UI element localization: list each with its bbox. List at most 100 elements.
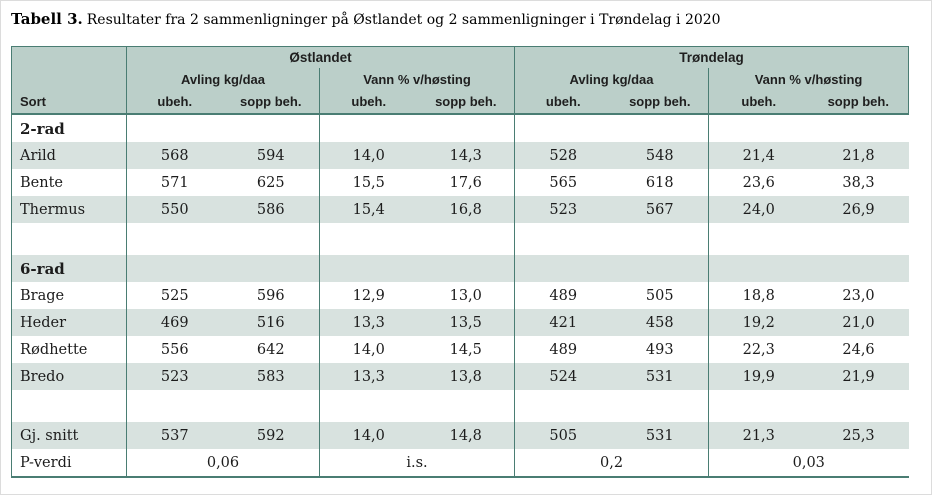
header-treatment-row: Sort ubeh. sopp beh. ubeh. sopp beh. ube… xyxy=(11,90,910,115)
table-row: 6-rad xyxy=(11,255,909,282)
value-cell: 594 xyxy=(256,147,285,164)
value-cell xyxy=(319,390,418,422)
value-cell xyxy=(418,255,515,282)
value-cell: 21,0 xyxy=(842,314,875,331)
table-caption-text: Resultater fra 2 sammenligninger på Østl… xyxy=(86,12,721,28)
table-row: Arild 568 594 14,0 14,3 528 548 21,4 21,8 xyxy=(11,142,909,169)
results-table: Østlandet Trøndelag Avling kg/daa Vann %… xyxy=(11,46,910,478)
value-cell: 15,5 xyxy=(319,169,418,196)
value-cell xyxy=(514,390,612,422)
column-header-ubeh: ubeh. xyxy=(708,90,809,115)
pvalue-cell: 0,2 xyxy=(514,449,709,477)
value-cell: 16,8 xyxy=(449,201,482,218)
value-cell xyxy=(514,255,612,282)
value-cell: 22,3 xyxy=(708,336,809,363)
value-cell: 586 xyxy=(256,201,285,218)
pvalue-cell: 0,06 xyxy=(126,449,320,477)
value-cell: 493 xyxy=(645,341,674,358)
row-label: Heder xyxy=(20,314,67,331)
header-measure-vann-ost: Vann % v/høsting xyxy=(318,68,515,90)
table-header: Østlandet Trøndelag Avling kg/daa Vann %… xyxy=(11,46,910,115)
value-cell: 568 xyxy=(126,142,223,169)
column-header-soppbeh: sopp beh. xyxy=(222,90,320,115)
table-caption-label: Tabell 3. xyxy=(11,10,83,28)
value-cell xyxy=(418,223,515,255)
value-cell: 642 xyxy=(256,341,285,358)
value-cell xyxy=(319,114,418,142)
pvalue-cell: 0,03 xyxy=(708,449,909,477)
value-cell: 21,4 xyxy=(708,142,809,169)
header-region-row: Østlandet Trøndelag xyxy=(11,46,910,68)
value-cell: 25,3 xyxy=(842,427,875,444)
value-cell: 14,0 xyxy=(319,142,418,169)
value-cell: 567 xyxy=(645,201,674,218)
value-cell xyxy=(126,223,223,255)
header-measure-row: Avling kg/daa Vann % v/høsting Avling kg… xyxy=(11,68,910,90)
row-label: Bredo xyxy=(20,368,65,385)
value-cell: 24,6 xyxy=(842,341,875,358)
value-cell xyxy=(708,255,809,282)
value-cell xyxy=(514,223,612,255)
table-row: 2-rad xyxy=(12,114,909,142)
column-header-ubeh: ubeh. xyxy=(319,90,418,115)
value-cell xyxy=(514,114,612,142)
header-corner-empty xyxy=(11,46,127,68)
value-cell xyxy=(612,390,709,422)
value-cell: 592 xyxy=(256,427,285,444)
value-cell xyxy=(708,223,809,255)
header-measure-avling-trond: Avling kg/daa xyxy=(514,68,709,90)
section-label: 6-rad xyxy=(20,259,65,278)
value-cell xyxy=(319,223,418,255)
value-cell: 523 xyxy=(514,196,612,223)
value-cell: 14,3 xyxy=(449,147,482,164)
row-label: Bente xyxy=(20,174,63,191)
value-cell: 13,3 xyxy=(319,363,418,390)
table-row: Thermus 550 586 15,4 16,8 523 567 24,0 26,9 xyxy=(11,196,909,223)
value-cell: 548 xyxy=(645,147,674,164)
table-body: 2-rad Arild 568 594 14,0 14,3 528 548 21,4 21,8 Be… xyxy=(11,114,909,477)
value-cell xyxy=(612,255,709,282)
value-cell xyxy=(418,114,515,142)
value-cell xyxy=(809,114,909,142)
value-cell: 17,6 xyxy=(449,174,482,191)
value-cell: 38,3 xyxy=(842,174,875,191)
value-cell: 19,9 xyxy=(708,363,809,390)
spacer-row xyxy=(12,223,909,255)
value-cell: 556 xyxy=(126,336,223,363)
value-cell: 21,8 xyxy=(842,147,875,164)
spacer-row xyxy=(12,390,909,422)
value-cell: 523 xyxy=(126,363,223,390)
value-cell xyxy=(126,114,223,142)
value-cell: 489 xyxy=(514,282,612,309)
header-region-ostlandet: Østlandet xyxy=(125,46,515,68)
value-cell: 525 xyxy=(126,282,223,309)
value-cell: 458 xyxy=(645,314,674,331)
value-cell: 21,9 xyxy=(842,368,875,385)
value-cell xyxy=(809,223,909,255)
value-cell xyxy=(319,255,418,282)
column-header-soppbeh: sopp beh. xyxy=(611,90,709,115)
value-cell xyxy=(612,223,709,255)
value-cell: 23,6 xyxy=(708,169,809,196)
value-cell: 26,9 xyxy=(842,201,875,218)
value-cell: 489 xyxy=(514,336,612,363)
value-cell: 13,8 xyxy=(449,368,482,385)
value-cell: 537 xyxy=(126,422,223,449)
value-cell xyxy=(612,114,709,142)
column-header-sort: Sort xyxy=(11,90,127,115)
value-cell: 625 xyxy=(256,174,285,191)
value-cell xyxy=(126,255,223,282)
value-cell: 19,2 xyxy=(708,309,809,336)
row-label: Arild xyxy=(20,147,56,164)
value-cell: 13,0 xyxy=(449,287,482,304)
value-cell xyxy=(809,255,909,282)
value-cell: 505 xyxy=(645,287,674,304)
value-cell xyxy=(223,223,320,255)
value-cell: 505 xyxy=(514,422,612,449)
header-measure-empty xyxy=(11,68,127,90)
value-cell: 469 xyxy=(126,309,223,336)
value-cell xyxy=(223,255,320,282)
table-row: Rødhette 556 642 14,0 14,5 489 493 22,3 24,6 xyxy=(12,336,909,363)
pvalue-cell: i.s. xyxy=(318,449,515,477)
